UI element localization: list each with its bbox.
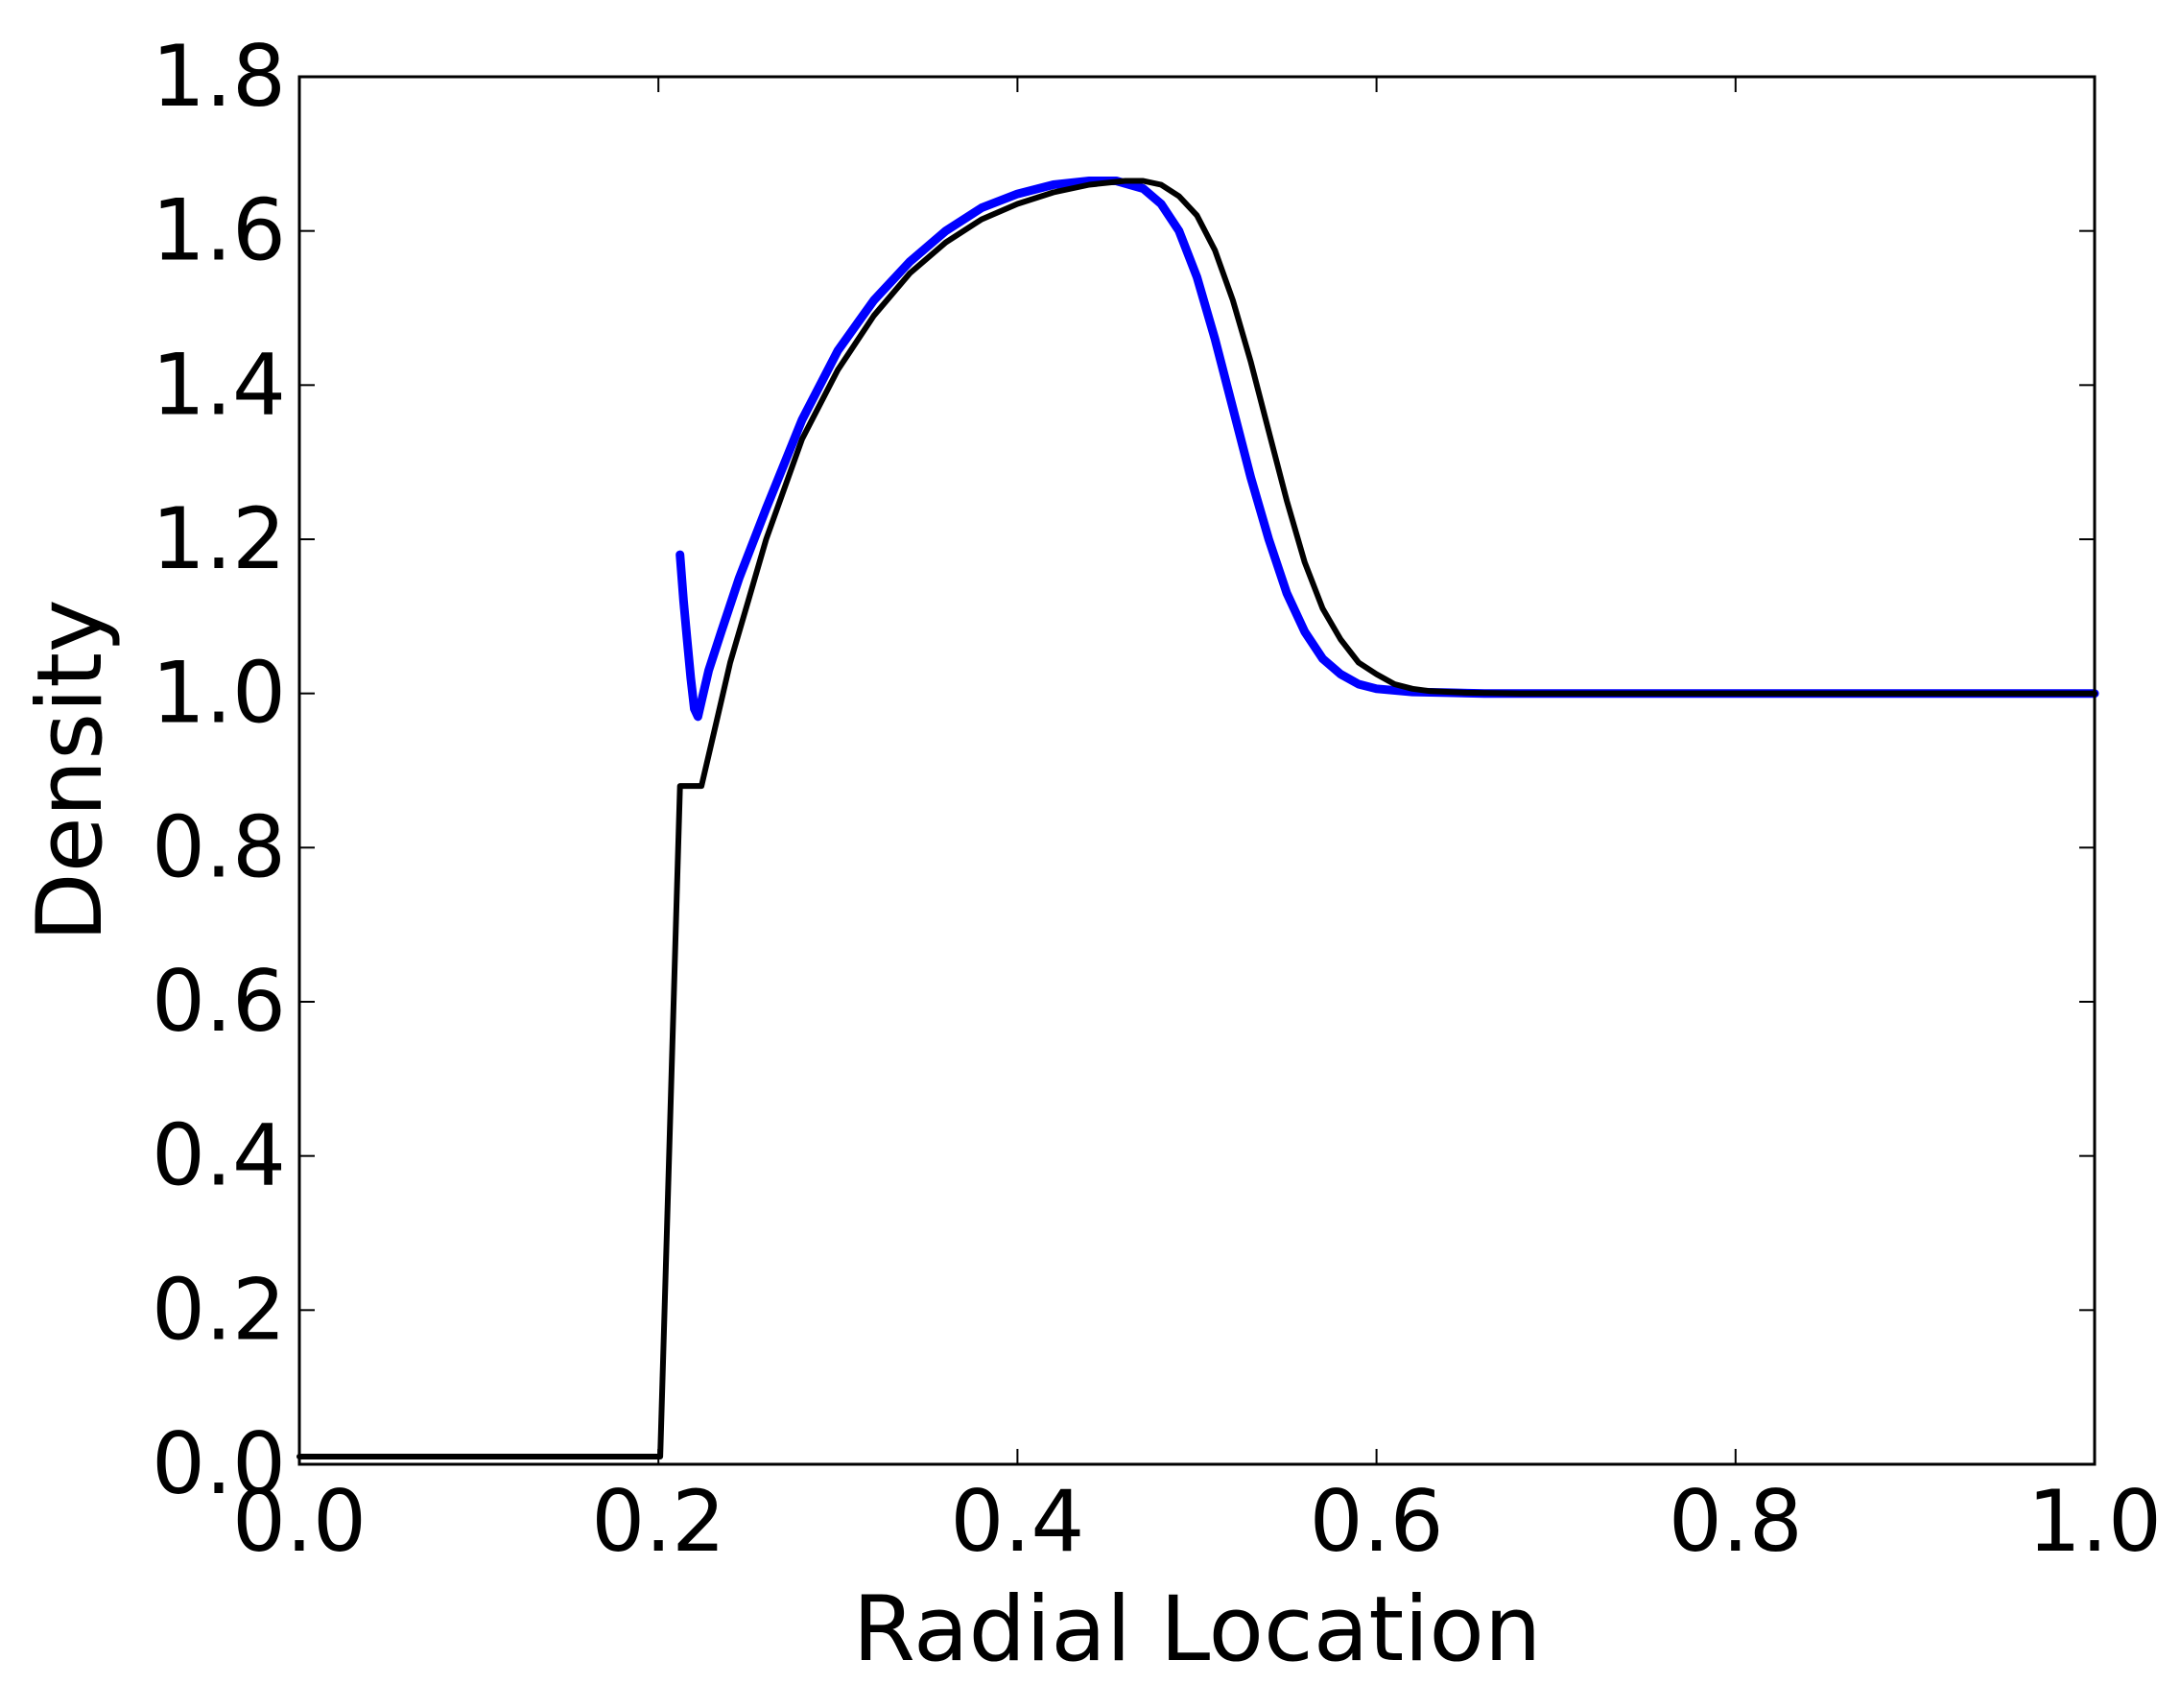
y-tick-label: 0.0 <box>152 1414 286 1513</box>
y-tick-label: 0.4 <box>152 1106 286 1205</box>
plot-frame <box>297 75 2097 1466</box>
x-tick-label: 0.6 <box>1310 1472 1444 1571</box>
y-tick-label: 1.6 <box>152 181 286 280</box>
y-tick-label: 1.8 <box>152 27 286 126</box>
y-axis-label: Density <box>18 599 123 941</box>
simulation-series-line <box>675 177 2099 722</box>
tick-labels: 0.0 0.2 0.4 0.6 0.8 1.0 0.0 0.2 0.4 0.6 0.8 1.0 1.2 1… <box>152 27 2162 1571</box>
x-tick-label: 0.4 <box>950 1472 1084 1571</box>
x-tick-label: 0.0 <box>232 1472 367 1571</box>
reference-series-line <box>296 178 2097 1459</box>
x-tick-label: 1.0 <box>2027 1472 2162 1571</box>
x-tick-label: 0.2 <box>591 1472 725 1571</box>
x-tick-label: 0.8 <box>1669 1472 1803 1571</box>
y-tick-label: 1.0 <box>152 644 286 743</box>
ticks <box>298 76 2096 1465</box>
x-axis-label: Radial Location <box>853 1578 1542 1682</box>
y-tick-label: 0.8 <box>152 797 286 896</box>
plot-lines <box>296 177 2099 1459</box>
y-tick-label: 0.6 <box>152 952 286 1051</box>
y-tick-label: 1.2 <box>152 489 286 588</box>
y-tick-label: 1.4 <box>152 335 286 434</box>
y-tick-label: 0.2 <box>152 1260 286 1359</box>
